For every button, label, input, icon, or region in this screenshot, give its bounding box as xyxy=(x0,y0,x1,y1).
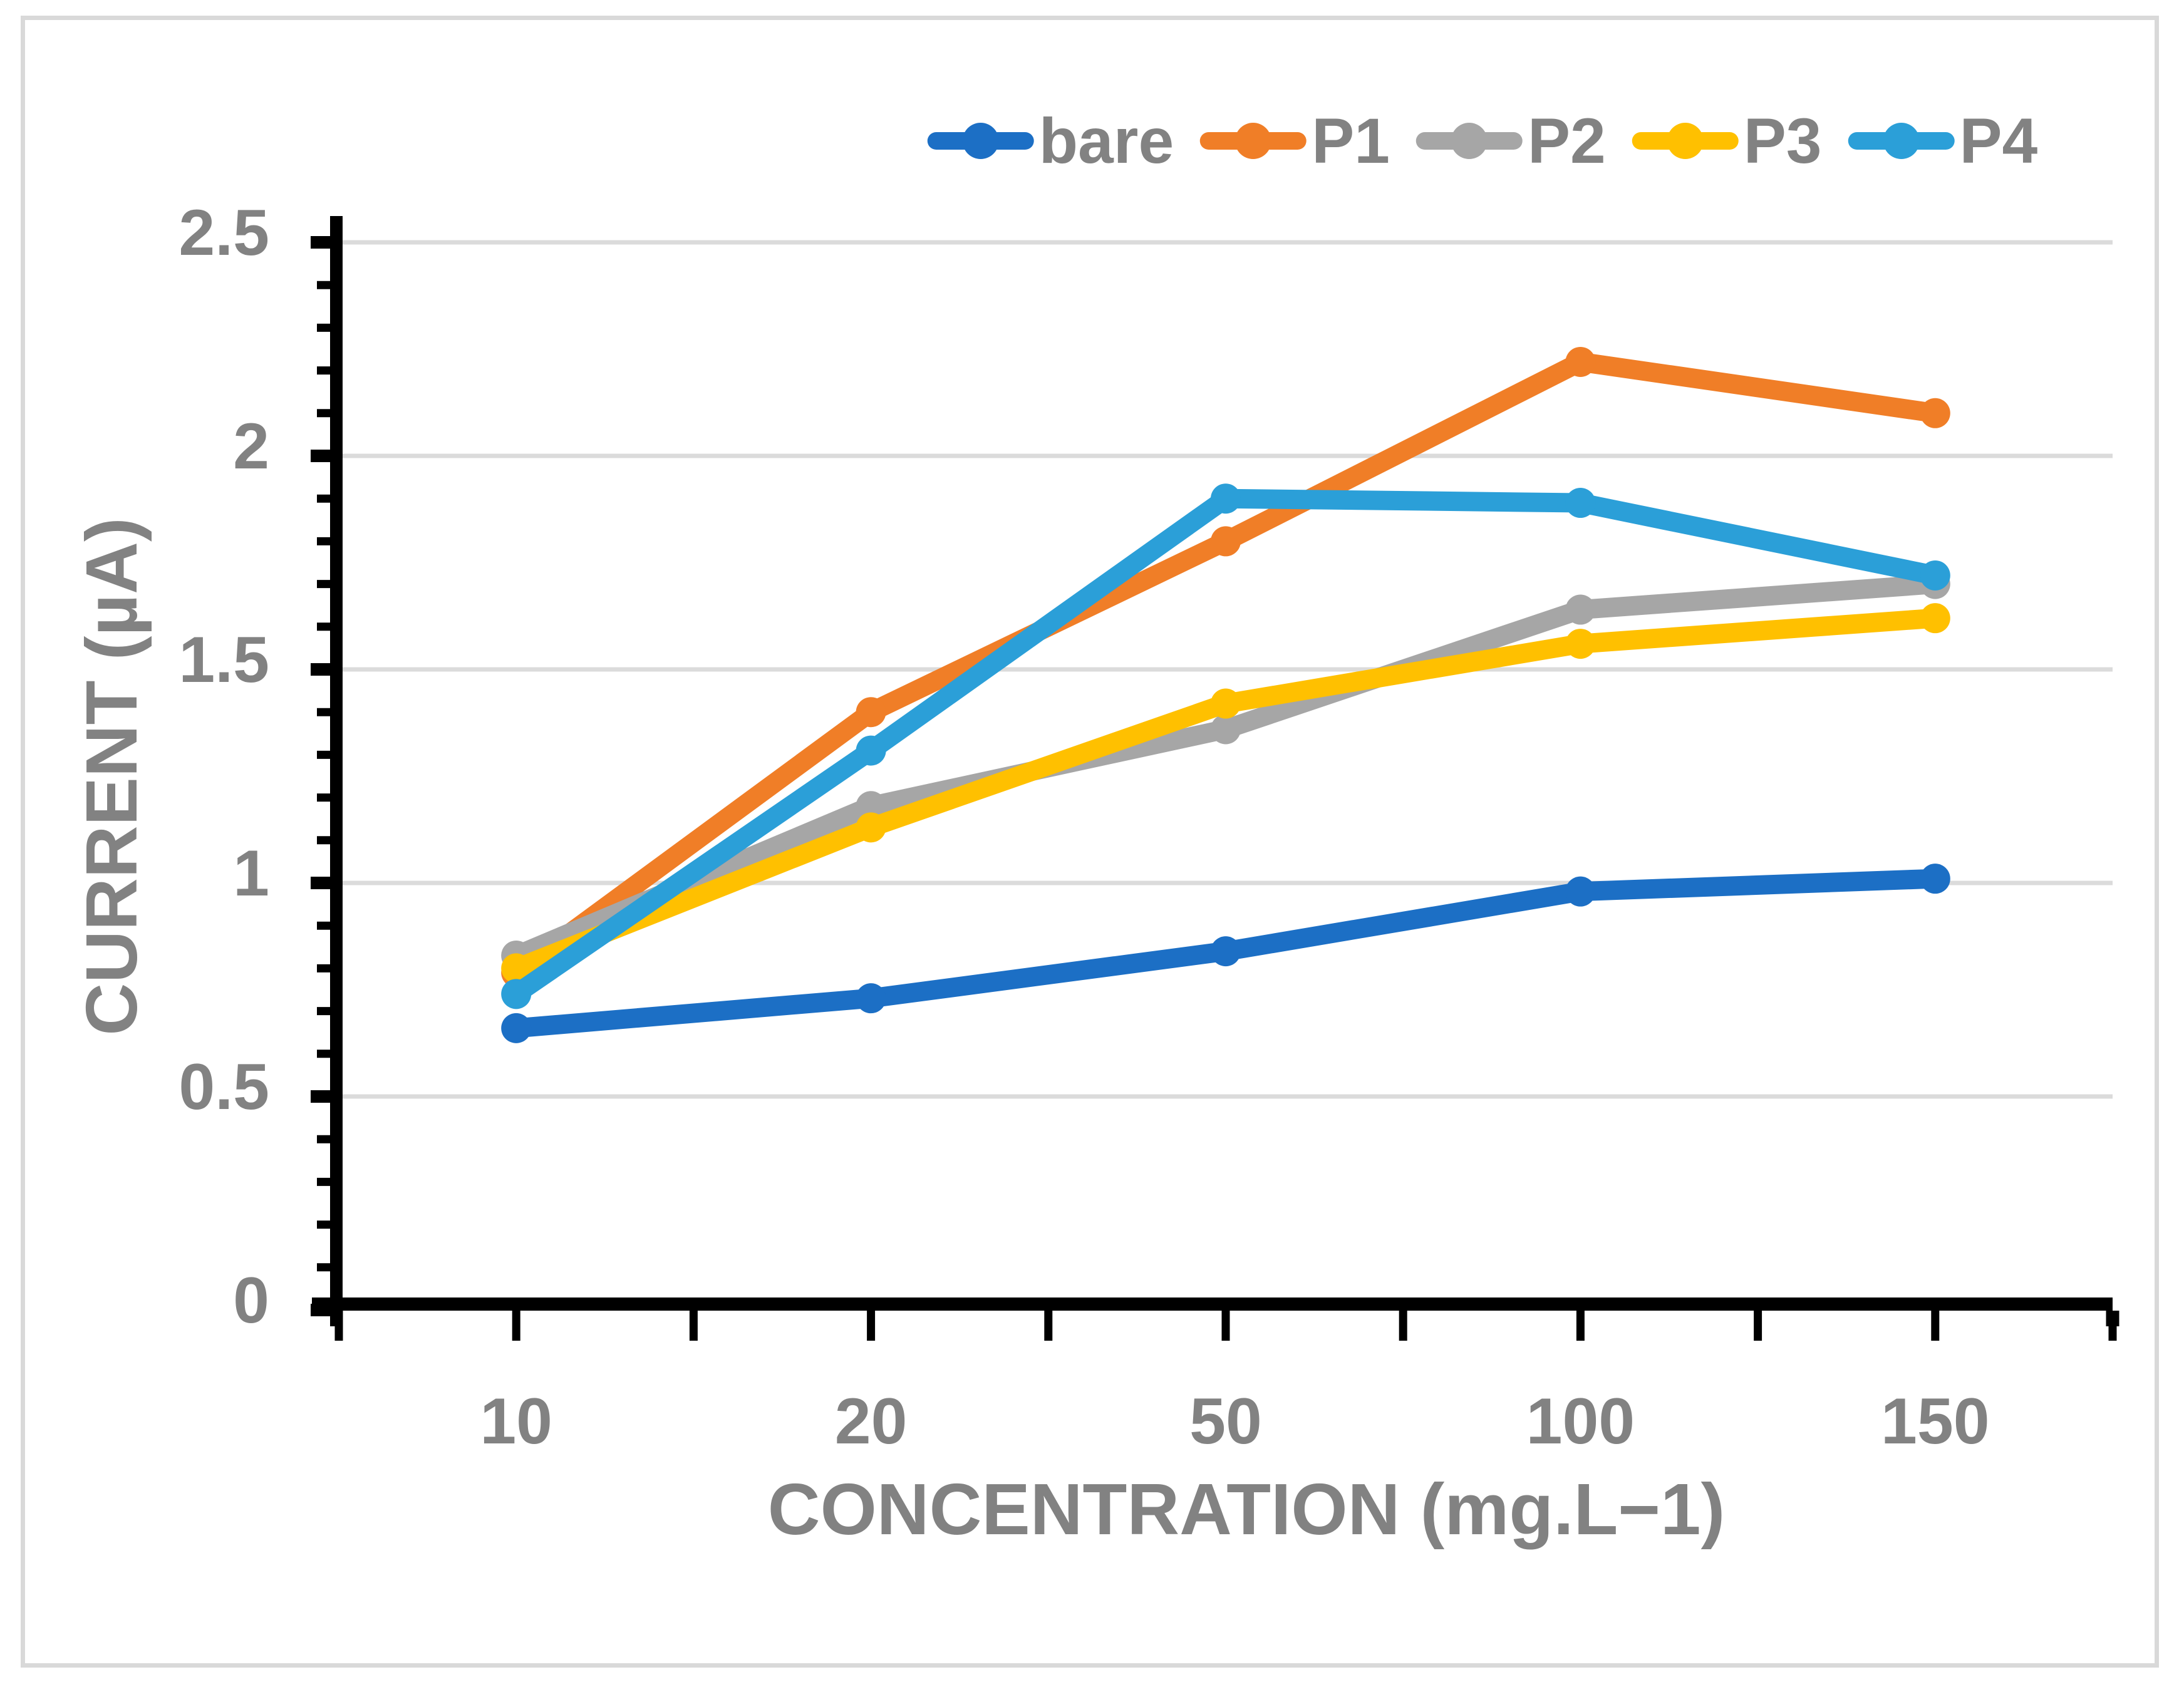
series-marker-P1 xyxy=(1211,526,1241,557)
legend-line-marker-icon xyxy=(1632,121,1739,160)
legend-label: P3 xyxy=(1743,105,1822,177)
series-marker-bare xyxy=(1211,936,1241,967)
x-tick-label: 50 xyxy=(1189,1385,1262,1458)
x-tick-label: 150 xyxy=(1881,1385,1990,1458)
chart-border xyxy=(21,16,2159,1668)
series-marker-P4 xyxy=(1211,483,1241,514)
series-marker-P3 xyxy=(1211,688,1241,719)
legend-marker-dot xyxy=(1235,123,1272,159)
legend-line-marker-icon xyxy=(1415,121,1523,160)
series-marker-P4 xyxy=(501,979,532,1009)
legend-item-bare: bare xyxy=(927,105,1174,177)
series-marker-P3 xyxy=(856,812,886,843)
y-tick-label: 1 xyxy=(233,837,269,910)
y-tick-label: 0 xyxy=(233,1264,269,1337)
legend: bare P1 P2 P3 P4 xyxy=(927,105,2038,177)
legend-label: bare xyxy=(1038,105,1174,177)
series-marker-P4 xyxy=(856,735,886,766)
legend-item-P2: P2 xyxy=(1415,105,1606,177)
series-marker-bare xyxy=(856,983,886,1014)
y-tick-label: 2.5 xyxy=(179,197,269,269)
legend-label: P4 xyxy=(1959,105,2038,177)
x-tick-label: 10 xyxy=(480,1385,552,1458)
series-marker-P4 xyxy=(1565,488,1596,518)
y-tick-label: 2 xyxy=(233,410,269,483)
legend-label: P1 xyxy=(1312,105,1390,177)
series-marker-P1 xyxy=(1920,398,1950,428)
series-marker-P1 xyxy=(1565,346,1596,377)
legend-line-marker-icon xyxy=(1848,121,1955,160)
legend-marker-dot xyxy=(1883,123,1920,159)
legend-line-marker-icon xyxy=(927,121,1034,160)
y-tick-label: 0.5 xyxy=(179,1051,269,1123)
y-axis-title: CURRENT (µA) xyxy=(71,517,152,1036)
series-marker-P3 xyxy=(1565,629,1596,659)
legend-marker-dot xyxy=(1451,123,1488,159)
series-marker-P3 xyxy=(501,953,532,984)
legend-label: P2 xyxy=(1527,105,1606,177)
series-marker-P2 xyxy=(1565,594,1596,625)
series-marker-P2 xyxy=(856,791,886,822)
legend-marker-dot xyxy=(1667,123,1704,159)
y-tick-label: 1.5 xyxy=(179,624,269,696)
series-marker-P4 xyxy=(1920,560,1950,591)
legend-item-P4: P4 xyxy=(1848,105,2038,177)
series-line-P4 xyxy=(506,488,1945,1004)
series-marker-bare xyxy=(1565,876,1596,907)
x-tick-label: 100 xyxy=(1526,1385,1635,1458)
legend-item-P1: P1 xyxy=(1200,109,1390,173)
legend-item-P3: P3 xyxy=(1632,109,1822,173)
series-marker-P2 xyxy=(1211,714,1241,745)
series-marker-P1 xyxy=(856,697,886,728)
series-marker-bare xyxy=(501,1013,532,1043)
x-axis-title: CONCENTRATION (mg.L−1) xyxy=(767,1468,1726,1550)
legend-marker-dot xyxy=(962,123,999,159)
series-marker-bare xyxy=(1920,864,1950,894)
series-marker-P3 xyxy=(1920,603,1950,634)
x-tick-label: 20 xyxy=(835,1385,908,1458)
legend-line-marker-icon xyxy=(1200,121,1307,160)
